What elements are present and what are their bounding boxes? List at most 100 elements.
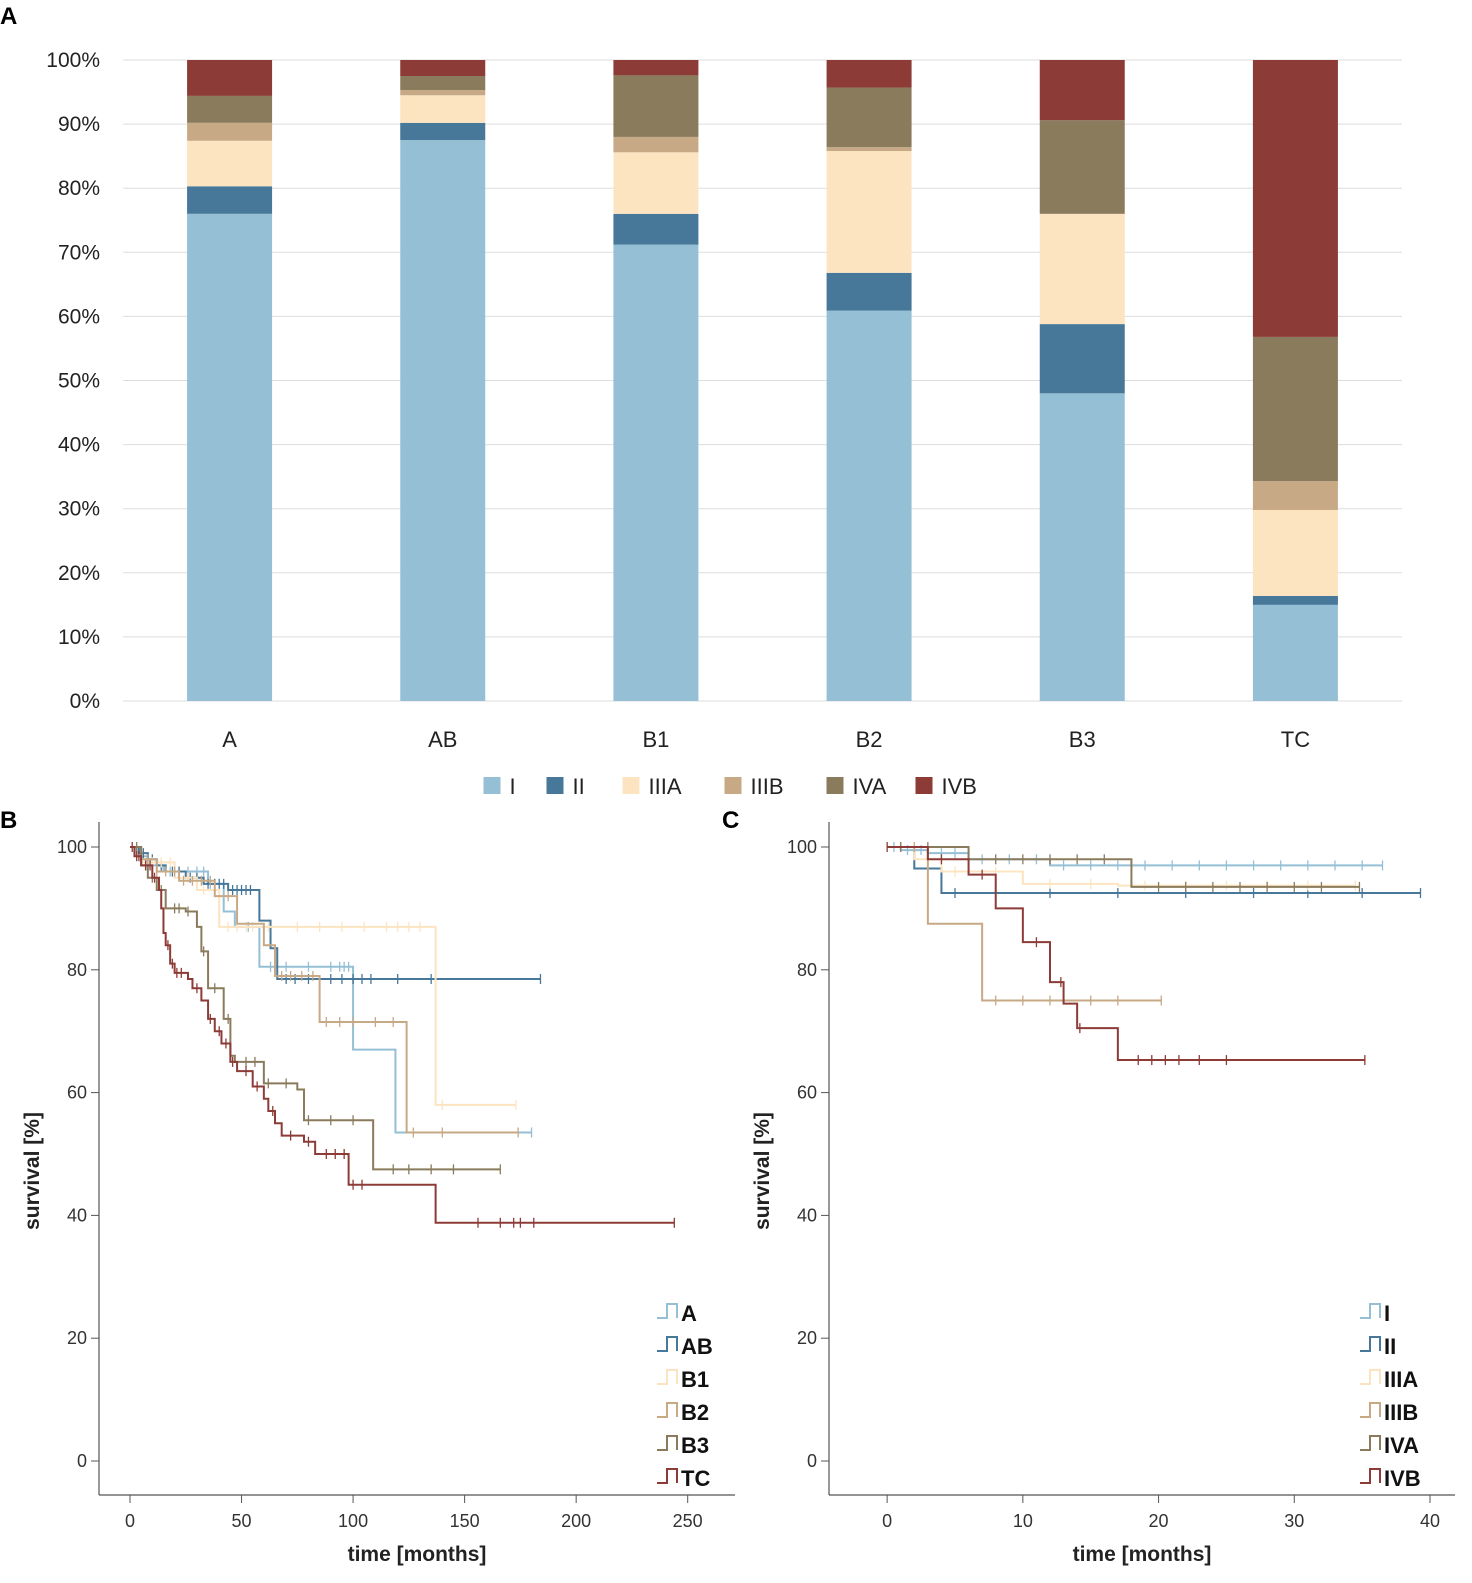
bar-segment-iiia (1039, 213, 1125, 325)
bar-segment-iiia (1252, 509, 1338, 596)
bar-segment-i (1039, 393, 1125, 701)
bar-segment-ivb (1252, 60, 1338, 337)
km-curve-iiib (887, 846, 1162, 1002)
bar-segment-ivb (187, 60, 273, 96)
x-tick-label: 30 (1284, 1511, 1304, 1531)
bar-segment-iiib (187, 122, 273, 141)
bar-segment-iiib (1252, 481, 1338, 510)
x-tick-label: B1 (642, 727, 669, 752)
y-tick-label: 100% (46, 49, 100, 72)
legend-swatch-i (483, 777, 501, 794)
legend-line-a (657, 1303, 678, 1319)
y-tick-label: 100 (787, 837, 817, 857)
legend-line-b1 (657, 1369, 678, 1385)
bar-segment-iva (826, 87, 912, 148)
y-tick-label: 10% (58, 626, 100, 649)
y-tick-label: 0 (77, 1451, 87, 1471)
km-series-a (130, 846, 533, 1138)
y-tick-label: 30% (58, 498, 100, 521)
km-series-b3 (130, 842, 501, 1175)
y-tick-label: 70% (58, 241, 100, 264)
bar-segment-ii (613, 213, 699, 245)
bar-segment-iva (187, 95, 273, 123)
y-tick-label: 0 (807, 1451, 817, 1471)
bar-segment-iva (1252, 336, 1338, 482)
x-tick-label: 0 (125, 1511, 135, 1531)
x-axis-title: time [months] (1073, 1543, 1212, 1566)
y-tick-label: 80% (58, 177, 100, 200)
bar-segment-i (187, 213, 273, 701)
bar-segment-ivb (400, 60, 486, 77)
legend-line-iva (1360, 1435, 1381, 1451)
y-tick-label: 100 (57, 837, 87, 857)
legend-swatch-iiia (622, 777, 640, 794)
y-tick-label: 40 (797, 1205, 817, 1225)
km-series-iva (887, 842, 1361, 892)
bar-segment-iiia (400, 95, 486, 123)
bar-segment-iiia (613, 152, 699, 214)
legend-line-iiia (1360, 1369, 1381, 1385)
km-curve-ab (130, 846, 541, 981)
legend-label: B1 (681, 1367, 709, 1392)
y-tick-label: 80 (797, 960, 817, 980)
bar-segment-ii (187, 186, 273, 214)
legend-label: IVB (942, 774, 977, 799)
y-tick-label: 20 (797, 1328, 817, 1348)
bar-segment-iiib (400, 90, 486, 96)
y-tick-label: 50% (58, 370, 100, 393)
x-tick-label: 100 (338, 1511, 368, 1531)
y-tick-label: 40% (58, 434, 100, 457)
km-series-ii (887, 842, 1422, 899)
y-tick-label: 60% (58, 305, 100, 328)
legend-label: IIIA (1384, 1367, 1418, 1392)
y-tick-label: 40 (67, 1205, 87, 1225)
x-tick-label: 250 (673, 1511, 703, 1531)
legend-label: I (1384, 1301, 1390, 1326)
x-tick-label: 40 (1420, 1511, 1440, 1531)
x-tick-label: 200 (561, 1511, 591, 1531)
bar-segment-ii (1252, 595, 1338, 605)
legend-line-b2 (657, 1402, 678, 1418)
panel-label-a: A (0, 3, 17, 30)
legend-label: B3 (681, 1433, 709, 1458)
legend-label: TC (681, 1466, 710, 1491)
x-tick-label: TC (1281, 727, 1310, 752)
panel-label-b: B (0, 807, 17, 834)
km-chart-stage: 0 20 40 60 80 100 0 10 20 30 40 time [months] surviv… (751, 822, 1455, 1566)
legend-label: II (573, 774, 585, 799)
legend-line-ivb (1360, 1468, 1381, 1484)
bar-segment-iva (1039, 120, 1125, 214)
bar-segment-ii (1039, 324, 1125, 394)
legend-swatch-iiib (724, 777, 742, 794)
y-tick-label: 90% (58, 113, 100, 136)
km-curve-ivb (887, 846, 1365, 1062)
legend-line-ab (657, 1336, 678, 1352)
x-tick-label: AB (428, 727, 457, 752)
km-curve-a (130, 846, 532, 1134)
legend-label: AB (681, 1334, 713, 1359)
km-series-ivb (886, 842, 1366, 1066)
x-tick-label: B3 (1069, 727, 1096, 752)
y-tick-label: 20 (67, 1328, 87, 1348)
x-tick-label: A (222, 727, 237, 752)
km-curve-b3 (130, 846, 501, 1171)
x-tick-label: 0 (882, 1511, 892, 1531)
stacked-bar-chart: 0% 10% 20% 30% 40% 50% 60% 70% 80% 90% 100% A AB B1 B2… (46, 49, 1402, 799)
bar-segment-iiib (826, 147, 912, 152)
legend-label: B2 (681, 1400, 709, 1425)
bar-segment-ivb (1039, 60, 1125, 121)
x-tick-label: 150 (450, 1511, 480, 1531)
km-series-b2 (130, 846, 519, 1138)
y-tick-label: 60 (797, 1083, 817, 1103)
x-tick-label: B2 (856, 727, 883, 752)
x-tick-label: 10 (1013, 1511, 1033, 1531)
km-curve-tc (130, 846, 675, 1224)
km-series-tc (130, 842, 675, 1228)
legend-label: II (1384, 1334, 1396, 1359)
km-series-ab (130, 846, 542, 985)
legend-label: IVB (1384, 1466, 1421, 1491)
legend-line-iiib (1360, 1402, 1381, 1418)
bar-segment-iva (400, 76, 486, 91)
y-tick-label: 80 (67, 960, 87, 980)
